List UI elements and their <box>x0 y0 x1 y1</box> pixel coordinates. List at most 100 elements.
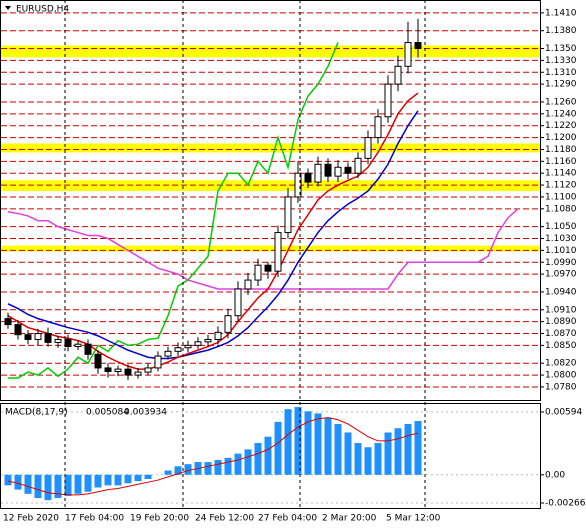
menu-arrow <box>5 6 11 10</box>
candle-body <box>54 338 62 343</box>
macd-bar <box>304 411 312 475</box>
macd-bar <box>344 432 352 475</box>
y-tick-label: 1.1410 <box>545 8 577 18</box>
candle-body <box>174 347 182 352</box>
indicator-line <box>8 42 339 379</box>
candle-body <box>204 338 212 343</box>
candle-body <box>44 333 52 343</box>
macd-bar <box>14 474 22 490</box>
y-tick-label: 1.0780 <box>545 382 577 392</box>
macd-bar <box>234 453 242 475</box>
macd-bar <box>84 474 92 492</box>
candle-body <box>114 368 122 372</box>
macd-bar <box>54 474 62 499</box>
x-tick-label: 19 Feb 20:00 <box>130 514 189 524</box>
candle-body <box>324 163 332 177</box>
candle-body <box>394 65 402 85</box>
macd-bar <box>364 447 372 475</box>
y-tick-label: 1.1200 <box>545 133 577 143</box>
macd-bar <box>384 432 392 475</box>
candle-body <box>124 368 132 376</box>
macd-bar <box>104 474 112 486</box>
chart-title: EURUSD,H4 <box>16 5 69 15</box>
candle-body <box>344 166 352 174</box>
macd-bar <box>324 417 332 475</box>
indicator-line <box>7 92 419 370</box>
macd-bar <box>254 443 262 475</box>
macd-bar <box>374 443 382 475</box>
candle-body <box>214 331 222 340</box>
x-tick-label: 12 Feb 2020 <box>3 514 59 524</box>
candle-body <box>74 343 82 348</box>
y-tick-label: 1.0970 <box>545 270 577 280</box>
y-tick-label: 1.1260 <box>545 97 577 107</box>
macd-bar <box>74 474 82 494</box>
candle-body <box>234 288 242 317</box>
y-tick-label: 1.1290 <box>545 80 577 90</box>
macd-bar <box>34 474 42 499</box>
macd-bar <box>204 462 212 475</box>
y-tick-label: 1.1120 <box>545 181 577 191</box>
zone <box>1 245 540 252</box>
candle-body <box>334 166 342 177</box>
macd-bar <box>294 407 302 475</box>
y-tick-label: 1.1080 <box>545 204 577 214</box>
candle-body <box>164 350 172 357</box>
candle-body <box>244 279 252 290</box>
macd-bar <box>314 413 322 475</box>
candle-body <box>94 353 102 369</box>
candle-body <box>104 367 112 372</box>
candle-body <box>84 343 92 355</box>
macd-bar <box>114 474 122 486</box>
y-tick-label: 1.0820 <box>545 359 577 369</box>
candle-body <box>374 116 382 139</box>
candle-body <box>254 264 262 281</box>
y-tick-label: 1.1030 <box>545 234 577 244</box>
y-tick-label: 1.1330 <box>545 56 577 66</box>
y-tick-label: 1.1010 <box>545 246 577 256</box>
y-tick-label: 1.1240 <box>545 109 577 119</box>
signal-line <box>7 417 419 496</box>
candle-body <box>404 42 412 67</box>
zone <box>1 45 540 58</box>
y-tick-label: 1.1100 <box>545 192 577 202</box>
candle-body <box>384 83 392 118</box>
macd-bar <box>134 474 142 482</box>
x-tick-label: 27 Feb 04:00 <box>258 514 317 524</box>
macd-bar <box>174 466 182 475</box>
macd-bar <box>124 474 132 484</box>
macd-value: 0.005084 <box>86 408 129 418</box>
macd-bar <box>44 474 52 501</box>
macd-bar <box>354 443 362 475</box>
macd-bar <box>144 474 152 480</box>
y-tick-label: 1.1180 <box>545 145 577 155</box>
macd-bar <box>274 421 282 475</box>
candle-body <box>294 172 302 198</box>
macd-bar <box>164 470 172 475</box>
y-tick-label: -0.002668 <box>545 499 586 509</box>
macd-bar <box>94 474 102 488</box>
macd-bar <box>264 436 272 475</box>
candle-body <box>284 196 292 234</box>
macd-frame <box>0 403 541 509</box>
x-tick-label: 5 Mar 12:00 <box>386 514 441 524</box>
y-tick-label: 1.0850 <box>545 341 577 351</box>
y-tick-label: 1.1220 <box>545 121 577 131</box>
candle-body <box>24 334 32 340</box>
macd-bar <box>184 464 192 475</box>
y-tick-label: 1.0870 <box>545 329 577 339</box>
y-tick-label: 1.0940 <box>545 287 577 297</box>
x-tick-label: 2 Mar 20:00 <box>322 514 377 524</box>
y-tick-label: 1.1050 <box>545 222 577 232</box>
candle-body <box>34 333 42 340</box>
candle-body <box>274 232 282 272</box>
candle-body <box>304 172 312 183</box>
y-tick-label: 1.0890 <box>545 317 577 327</box>
y-tick-label: 1.0910 <box>545 305 577 315</box>
macd-bar <box>284 409 292 475</box>
y-tick-label: 1.1160 <box>545 157 577 167</box>
macd-bar <box>394 428 402 475</box>
candle-body <box>64 338 72 348</box>
